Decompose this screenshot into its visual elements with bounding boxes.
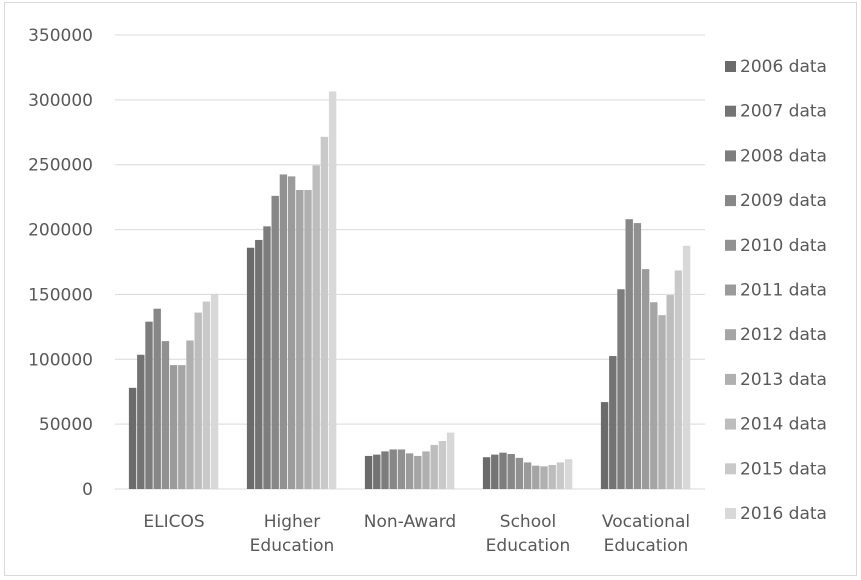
bar bbox=[194, 312, 202, 489]
y-tick-label: 0 bbox=[82, 480, 93, 500]
bar bbox=[255, 239, 263, 489]
legend-label: 2006 data bbox=[740, 57, 827, 77]
legend-label: 2012 data bbox=[740, 325, 827, 345]
bar bbox=[438, 441, 447, 489]
legend-label: 2007 data bbox=[740, 102, 827, 122]
legend-swatch bbox=[725, 508, 736, 519]
y-axis: 0 50000 100000 150000 200000 250000 300000 3500… bbox=[28, 26, 93, 500]
bar bbox=[650, 302, 658, 489]
bar bbox=[499, 452, 507, 489]
legend-swatch bbox=[725, 105, 736, 117]
bar bbox=[145, 321, 153, 489]
bar bbox=[169, 365, 178, 489]
y-tick-label: 300000 bbox=[28, 91, 93, 111]
bar bbox=[482, 457, 491, 489]
bar bbox=[161, 341, 170, 489]
legend-label: 2010 data bbox=[740, 236, 827, 256]
legend-label: 2016 data bbox=[740, 504, 827, 524]
bar bbox=[312, 165, 320, 490]
bar bbox=[328, 91, 337, 490]
legend-swatch bbox=[725, 195, 736, 207]
bar bbox=[279, 174, 288, 489]
bar bbox=[641, 269, 650, 489]
bar bbox=[564, 459, 573, 489]
legend-label: 2013 data bbox=[740, 370, 827, 390]
bar bbox=[540, 466, 548, 489]
bar bbox=[674, 270, 683, 489]
legend-label: 2011 data bbox=[740, 281, 827, 301]
bar bbox=[364, 455, 373, 489]
bars bbox=[128, 91, 691, 490]
bar bbox=[414, 455, 422, 489]
bar bbox=[430, 444, 438, 489]
bar bbox=[287, 176, 296, 489]
bar bbox=[507, 453, 515, 489]
x-tick-label: School Education bbox=[486, 512, 571, 556]
bar bbox=[137, 354, 145, 489]
bar bbox=[246, 247, 255, 489]
legend-swatch bbox=[725, 239, 736, 251]
bar bbox=[633, 223, 642, 489]
bar-chart: 0 50000 100000 150000 200000 250000 300000 3500… bbox=[28, 26, 827, 556]
bar bbox=[491, 454, 499, 489]
legend-swatch bbox=[725, 373, 736, 385]
x-tick-label: Higher Education bbox=[250, 512, 335, 556]
bar bbox=[128, 387, 137, 489]
bar bbox=[210, 293, 219, 489]
x-tick-label: Non-Award bbox=[364, 512, 456, 532]
bar bbox=[515, 457, 524, 489]
bar bbox=[523, 462, 532, 489]
bar bbox=[422, 451, 430, 489]
bar bbox=[296, 190, 304, 489]
x-axis: ELICOS Higher Education Non-Award School Educ… bbox=[143, 512, 690, 556]
bar bbox=[625, 219, 633, 489]
bar bbox=[202, 301, 211, 489]
bar bbox=[178, 365, 186, 489]
bar bbox=[548, 465, 556, 489]
bar bbox=[373, 454, 381, 489]
legend-swatch bbox=[725, 284, 736, 296]
bar bbox=[186, 340, 194, 489]
legend-swatch bbox=[725, 329, 736, 341]
legend: 2006 data 2007 data 2008 data 2009 data 2010… bbox=[725, 57, 827, 524]
y-tick-label: 150000 bbox=[28, 285, 93, 305]
bar bbox=[397, 449, 406, 489]
bar bbox=[389, 449, 397, 489]
bar bbox=[658, 315, 666, 489]
bar bbox=[682, 245, 691, 489]
legend-swatch bbox=[725, 418, 736, 430]
bar bbox=[263, 226, 271, 489]
bar bbox=[446, 432, 455, 489]
bar bbox=[405, 453, 414, 489]
bar bbox=[271, 195, 279, 489]
y-tick-label: 100000 bbox=[28, 350, 93, 370]
x-tick-label: Vocational Education bbox=[602, 512, 690, 556]
bar bbox=[556, 462, 565, 489]
x-tick-label: ELICOS bbox=[143, 512, 204, 532]
legend-label: 2009 data bbox=[740, 191, 827, 211]
legend-label: 2015 data bbox=[740, 459, 827, 479]
bar bbox=[609, 356, 617, 489]
bar bbox=[320, 136, 329, 489]
y-tick-label: 350000 bbox=[28, 26, 93, 46]
bar bbox=[153, 308, 161, 489]
legend-swatch bbox=[725, 150, 736, 162]
bar bbox=[381, 451, 389, 489]
bar bbox=[600, 402, 609, 489]
bar bbox=[304, 190, 312, 489]
legend-label: 2008 data bbox=[740, 146, 827, 166]
y-tick-label: 250000 bbox=[28, 156, 93, 176]
bar bbox=[532, 465, 540, 489]
y-tick-label: 50000 bbox=[39, 415, 93, 435]
legend-swatch bbox=[725, 61, 736, 72]
legend-swatch bbox=[725, 463, 736, 475]
legend-label: 2014 data bbox=[740, 415, 827, 435]
bar bbox=[617, 289, 625, 489]
y-tick-label: 200000 bbox=[28, 221, 93, 241]
bar bbox=[666, 295, 674, 489]
chart-frame: 0 50000 100000 150000 200000 250000 300000 3500… bbox=[4, 2, 857, 576]
